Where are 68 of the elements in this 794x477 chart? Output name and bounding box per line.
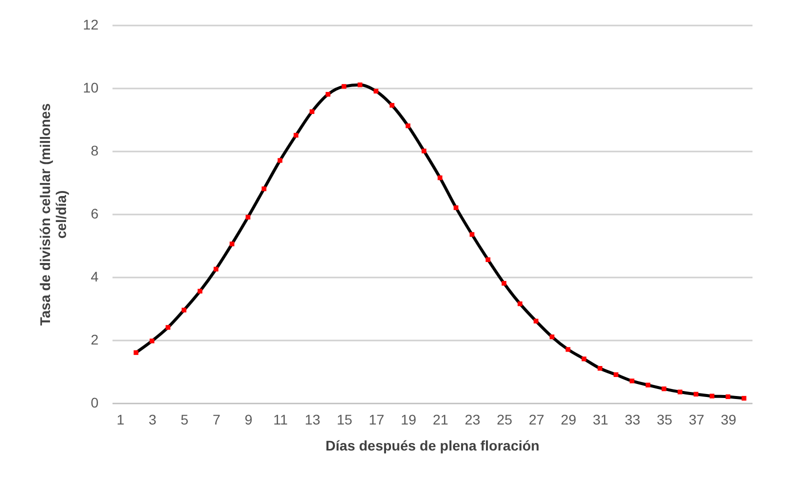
point	[422, 148, 426, 154]
point	[742, 396, 746, 401]
point	[662, 386, 666, 392]
point	[390, 102, 394, 108]
x-tick-label: 13	[304, 412, 320, 428]
point	[358, 82, 362, 88]
point	[262, 186, 266, 192]
point	[710, 394, 714, 398]
y-tick-label: 4	[90, 268, 99, 284]
point	[566, 347, 570, 352]
point	[198, 288, 202, 294]
point	[470, 232, 474, 237]
point	[534, 318, 538, 324]
y-tick-label: 12	[82, 16, 99, 32]
point	[518, 301, 522, 306]
point	[166, 325, 170, 330]
point	[678, 390, 682, 394]
point	[630, 378, 634, 384]
y-tick-label: 2	[90, 332, 99, 348]
point	[310, 109, 314, 114]
point	[326, 92, 330, 97]
point	[454, 205, 458, 210]
point	[550, 334, 554, 340]
y-tick-label: 10	[82, 80, 99, 96]
point	[646, 382, 650, 388]
point	[614, 372, 618, 377]
point	[294, 132, 298, 138]
x-tick-label: 3	[148, 412, 157, 428]
x-axis-title: Días después de plena floración	[326, 438, 540, 454]
x-tick-label: 37	[688, 412, 704, 428]
point	[598, 366, 602, 371]
point	[726, 394, 730, 400]
point	[406, 123, 410, 128]
x-tick-label: 9	[244, 412, 253, 428]
x-tick-label: 27	[528, 412, 544, 428]
x-tick-label: 1	[116, 412, 125, 428]
y-tick-label: 6	[90, 206, 99, 222]
x-tick-label: 15	[336, 412, 352, 428]
x-tick-label: 23	[464, 412, 480, 428]
point	[438, 175, 442, 180]
x-tick-label: 39	[720, 412, 736, 428]
point	[582, 356, 586, 362]
point	[502, 280, 506, 286]
point	[278, 158, 282, 163]
x-tick-label: 31	[592, 412, 608, 428]
x-tick-label: 25	[496, 412, 512, 428]
point	[230, 242, 234, 246]
point	[374, 88, 378, 94]
point	[214, 266, 218, 272]
x-tick-label: 33	[624, 412, 640, 428]
point	[246, 214, 250, 220]
x-tick-label: 7	[212, 412, 221, 428]
x-tick-label: 29	[560, 412, 576, 428]
point	[150, 338, 154, 344]
x-tick-label: 17	[368, 412, 384, 428]
point	[134, 350, 138, 355]
x-tick-label: 5	[180, 412, 189, 428]
point	[182, 308, 186, 312]
point	[486, 257, 490, 262]
x-tick-label: 21	[432, 412, 448, 428]
point	[342, 84, 346, 89]
x-tick-label: 19	[400, 412, 416, 428]
x-tick-label: 35	[656, 412, 672, 428]
y-tick-label: 0	[90, 394, 99, 410]
point	[694, 392, 698, 397]
y-tick-label: 8	[90, 142, 99, 158]
x-tick-label: 11	[273, 412, 288, 428]
y-axis-title: Tasa de división celular (millones cel/día)	[36, 103, 69, 326]
